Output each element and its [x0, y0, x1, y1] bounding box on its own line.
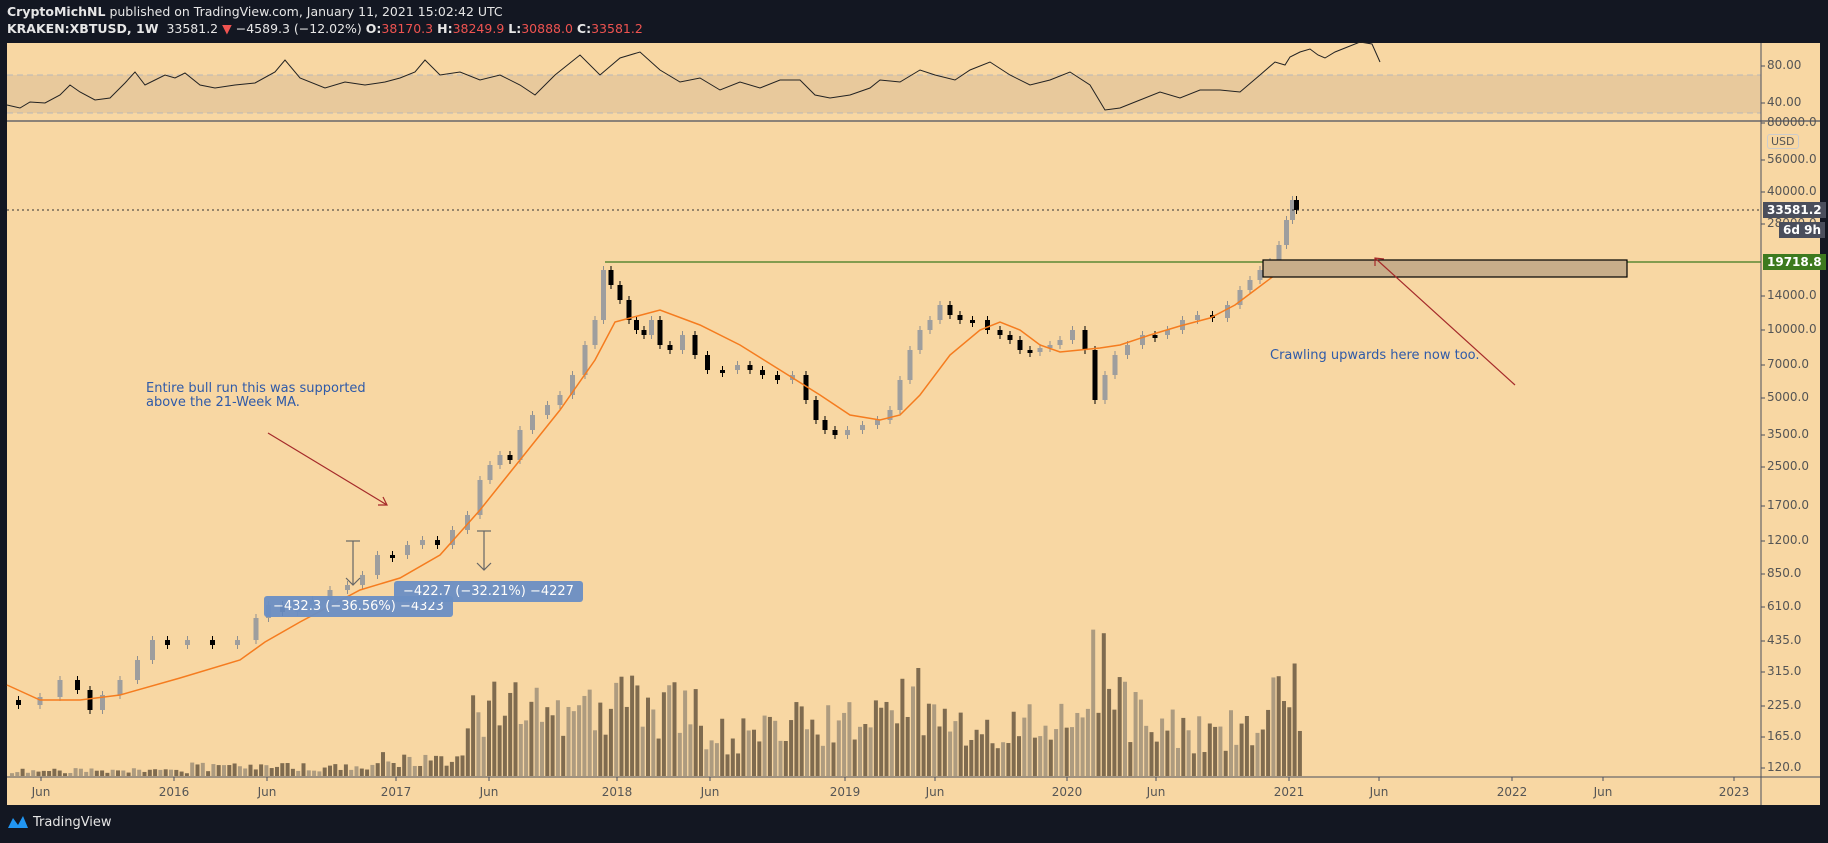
low-label: L:	[508, 21, 522, 36]
measure-ruler-1[interactable]	[345, 540, 361, 586]
high-label: H:	[437, 21, 453, 36]
last-price-tag: 33581.2	[1763, 202, 1826, 218]
rsi-tick-label: 80.00	[1767, 58, 1802, 72]
time-tick-label: Jun	[700, 785, 720, 799]
price-tick-label: 10000.0	[1767, 322, 1817, 336]
time-tick-label: 2016	[158, 785, 190, 799]
price-tick-label: 56000.0	[1767, 152, 1817, 166]
tradingview-logo-icon	[8, 816, 28, 828]
low-value: 30888.0	[521, 21, 573, 36]
price-axis-ticks	[1761, 65, 1765, 769]
arrow-to-ma[interactable]	[267, 432, 388, 506]
chart-panel[interactable]	[7, 43, 1820, 805]
note-line-2: above the 21-Week MA.	[146, 395, 300, 410]
time-tick-label: 2017	[380, 785, 412, 799]
time-tick-label: 2019	[829, 785, 861, 799]
price-tick-label: 120.0	[1767, 760, 1802, 774]
time-tick-label: Jun	[925, 785, 945, 799]
last-price: 33581.2	[166, 21, 219, 36]
price-tick-label: 610.0	[1767, 599, 1802, 613]
time-tick-label: 2022	[1496, 785, 1528, 799]
time-tick-label: 2018	[601, 785, 633, 799]
price-tick-label: 3500.0	[1767, 427, 1809, 441]
footer-brand[interactable]: TradingView	[7, 814, 112, 830]
publish-info: CryptoMichNL published on TradingView.co…	[7, 4, 503, 19]
arrow-to-zone[interactable]	[1374, 257, 1516, 386]
price-tick-label: 14000.0	[1767, 288, 1817, 302]
volume-bars	[10, 629, 1302, 776]
price-candles	[16, 196, 1299, 714]
currency-label[interactable]: USD	[1767, 134, 1799, 149]
rsi-band	[7, 75, 1761, 113]
price-tick-label: 5000.0	[1767, 390, 1809, 404]
price-tick-label: 225.0	[1767, 698, 1802, 712]
rsi-line	[6, 41, 1381, 111]
open-label: O:	[365, 21, 382, 36]
crawling-note[interactable]: Crawling upwards here now too.	[1270, 348, 1480, 363]
high-value: 38249.9	[452, 21, 505, 36]
price-tick-label: 315.0	[1767, 664, 1802, 678]
price-tick-label: 80000.0	[1767, 115, 1817, 129]
support-zone-box[interactable]	[1262, 259, 1628, 278]
time-tick-label: Jun	[1146, 785, 1166, 799]
open-value: 38170.3	[381, 21, 434, 36]
price-tick-label: 1200.0	[1767, 533, 1809, 547]
price-tick-label: 7000.0	[1767, 357, 1809, 371]
symbol-legend: KRAKEN:XBTUSD, 1W 33581.2 ▼ −4589.3 (−12…	[7, 21, 643, 36]
time-tick-label: 2023	[1718, 785, 1750, 799]
price-tick-label: 40000.0	[1767, 184, 1817, 198]
author-name[interactable]: CryptoMichNL	[7, 4, 106, 19]
close-value: 33581.2	[591, 21, 643, 36]
brand-name: TradingView	[33, 814, 112, 830]
time-tick-label: Jun	[1369, 785, 1389, 799]
price-tick-label: 850.0	[1767, 566, 1802, 580]
rsi-tick-label: 40.00	[1767, 95, 1802, 109]
bull-run-note[interactable]: Entire bull run this was supported above…	[146, 382, 366, 410]
time-tick-label: 2020	[1051, 785, 1083, 799]
ma-21-week-line	[6, 261, 1291, 701]
time-tick-label: Jun	[479, 785, 499, 799]
measure-label-2[interactable]: −422.7 (−32.21%) −4227	[394, 581, 583, 602]
publish-text: published on TradingView.com, January 11…	[109, 4, 503, 19]
time-tick-label: 2021	[1273, 785, 1305, 799]
price-tick-label: 165.0	[1767, 729, 1802, 743]
price-tick-label: 2500.0	[1767, 459, 1809, 473]
countdown-tag: 6d 9h	[1779, 222, 1826, 238]
measure-ruler-2[interactable]	[476, 530, 492, 571]
time-tick-label: Jun	[31, 785, 51, 799]
symbol-name[interactable]: KRAKEN:XBTUSD, 1W	[7, 21, 159, 36]
resistance-price-tag: 19718.8	[1763, 254, 1826, 270]
price-tick-label: 1700.0	[1767, 498, 1809, 512]
time-axis-ticks	[40, 777, 1735, 781]
time-tick-label: Jun	[257, 785, 277, 799]
note-line-1: Entire bull run this was supported	[146, 381, 366, 396]
price-tick-label: 435.0	[1767, 633, 1802, 647]
time-tick-label: Jun	[1593, 785, 1613, 799]
close-label: C:	[576, 21, 592, 36]
price-change: −4589.3 (−12.02%)	[235, 21, 362, 36]
down-triangle-icon: ▼	[222, 21, 232, 36]
